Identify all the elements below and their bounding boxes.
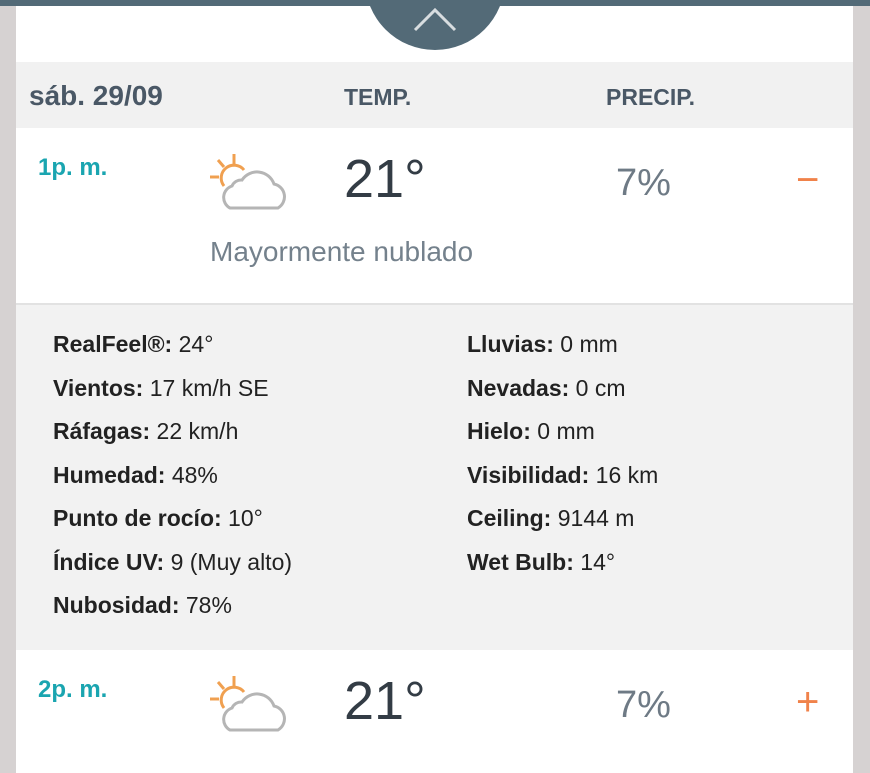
day-header: sáb. 29/09 TEMP. PRECIP. bbox=[16, 62, 853, 128]
hour-precip: 7% bbox=[616, 162, 671, 204]
detail-uv: Índice UV: 9 (Muy alto) bbox=[53, 548, 293, 575]
detail-ceiling: Ceiling: 9144 m bbox=[467, 505, 635, 531]
chevron-up-icon bbox=[413, 7, 457, 32]
hour-row[interactable]: 2p. m. 21° 7% + bbox=[16, 650, 853, 773]
detail-realfeel: RealFeel®: 24° bbox=[53, 331, 214, 357]
details-right: Lluvias: 0 mm Nevadas: 0 cm Hielo: 0 mm … bbox=[467, 331, 658, 592]
temp-column-label: TEMP. bbox=[344, 84, 412, 110]
details-left: RealFeel®: 24° Vientos: 17 km/h SE Ráfag… bbox=[53, 331, 292, 636]
partly-sunny-cloud-icon bbox=[210, 676, 286, 732]
hour-details: RealFeel®: 24° Vientos: 17 km/h SE Ráfag… bbox=[16, 303, 853, 650]
day-date: sáb. 29/09 bbox=[29, 80, 163, 111]
detail-gusts: Ráfagas: 22 km/h bbox=[53, 418, 239, 444]
detail-cloud-cover: Nubosidad: 78% bbox=[53, 592, 232, 618]
detail-dewpoint: Punto de rocío: 10° bbox=[53, 505, 263, 531]
precip-column-label: PRECIP. bbox=[606, 84, 696, 110]
hour-precip: 7% bbox=[616, 684, 671, 726]
expand-hour-button[interactable]: + bbox=[796, 680, 820, 724]
hour-temp: 21° bbox=[344, 149, 426, 209]
detail-wind: Vientos: 17 km/h SE bbox=[53, 374, 269, 401]
detail-ice: Hielo: 0 mm bbox=[467, 418, 595, 444]
detail-wet-bulb: Wet Bulb: 14° bbox=[467, 548, 616, 575]
hour-phrase: Mayormente nublado bbox=[210, 236, 474, 267]
hour-temp: 21° bbox=[344, 671, 426, 731]
detail-humidity: Humedad: 48% bbox=[53, 461, 218, 488]
hour-time: 1p. m. bbox=[38, 154, 108, 181]
hour-row[interactable]: 1p. m. 21° 7% − Mayormente nublado bbox=[16, 128, 853, 303]
detail-snow: Nevadas: 0 cm bbox=[467, 374, 626, 401]
hour-time: 2p. m. bbox=[38, 676, 108, 703]
detail-visibility: Visibilidad: 16 km bbox=[467, 461, 659, 488]
collapse-hour-button[interactable]: − bbox=[796, 158, 820, 202]
detail-rain: Lluvias: 0 mm bbox=[467, 331, 618, 357]
partly-sunny-cloud-icon bbox=[210, 154, 286, 210]
